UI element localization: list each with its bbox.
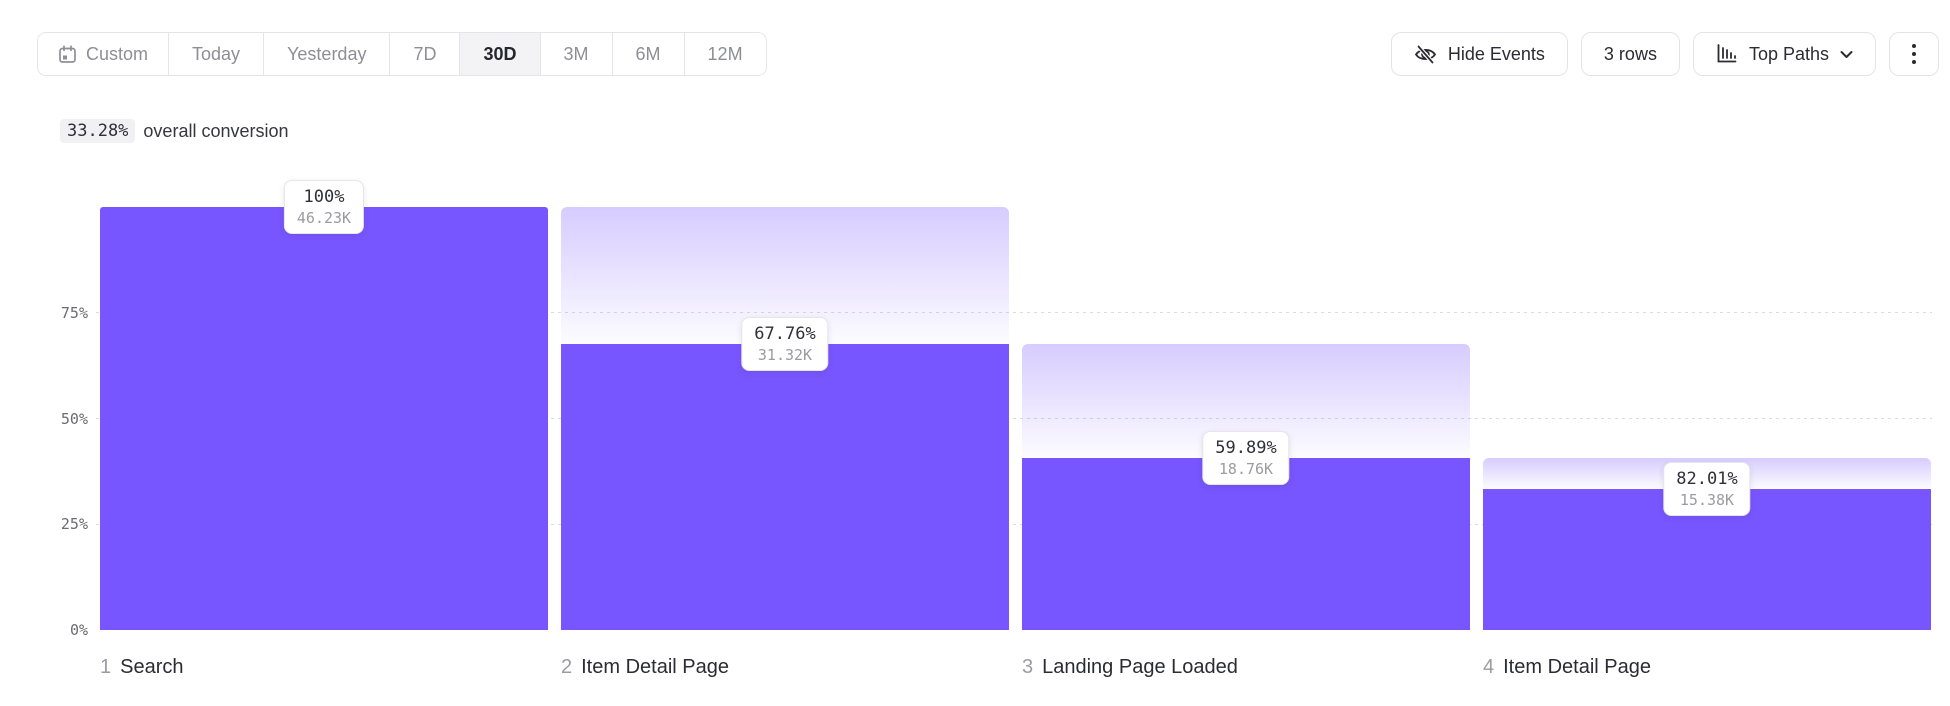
step-count-value: 31.32K [757,345,813,364]
funnel-bar[interactable] [561,343,1009,630]
date-range-label: 30D [483,43,517,64]
date-range-label: 12M [707,43,743,64]
step-name: Item Detail Page [1503,656,1651,678]
date-range-yesterday[interactable]: Yesterday [263,33,390,75]
funnel-step-column-3: 59.89% 18.76K [1022,207,1470,630]
step-conversion-value: 67.76% [754,323,816,344]
step-label-2[interactable]: 2 Item Detail Page [561,655,1009,679]
date-range-30d[interactable]: 30D [459,33,540,75]
eye-off-icon [1414,43,1437,66]
funnel-chart: 100% 46.23K 67.76% 31.32K 59.89% 18.76K … [100,180,1931,630]
funnel-step-labels: 1 Search 2 Item Detail Page 3 Landing Page … [100,655,1931,679]
step-conversion-value: 82.01% [1676,469,1738,490]
step-count-value: 15.38K [1679,491,1735,510]
funnel-value-tooltip: 82.01% 15.38K [1663,462,1751,517]
date-range-3m[interactable]: 3M [539,33,612,75]
rows-button[interactable]: 3 rows [1580,32,1680,76]
overall-conversion-summary: 33.28% overall conversion [60,119,289,143]
date-range-label: Yesterday [287,43,367,64]
step-number: 4 [1483,656,1495,678]
step-count-value: 18.76K [1218,460,1274,479]
step-label-4[interactable]: 4 Item Detail Page [1483,655,1931,679]
toolbar-actions: Hide Events 3 rows Top Paths [1390,32,1939,76]
funnel-value-tooltip: 100% 46.23K [283,180,365,234]
gridline-50 [96,418,1932,419]
date-range-label: 6M [635,43,661,64]
step-number: 3 [1022,656,1034,678]
date-range-12m[interactable]: 12M [683,33,766,75]
step-label-3[interactable]: 3 Landing Page Loaded [1022,655,1470,679]
step-name: Search [120,656,184,678]
step-number: 1 [100,656,112,678]
hide-events-label: Hide Events [1447,43,1545,64]
funnel-value-tooltip: 67.76% 31.32K [741,316,829,371]
step-conversion-value: 59.89% [1215,438,1277,459]
bar-chart-icon [1716,44,1738,64]
funnel-step-column-4: 82.01% 15.38K [1483,207,1931,630]
step-label-1[interactable]: 1 Search [100,655,548,679]
step-conversion-value: 100% [303,187,345,207]
step-name: Landing Page Loaded [1042,656,1238,678]
top-paths-label: Top Paths [1748,43,1829,64]
hide-events-button[interactable]: Hide Events [1390,32,1568,76]
date-range-picker: Custom Today Yesterday 7D 30D 3M 6M 12M [37,32,767,76]
gridline-25 [96,524,1932,525]
date-range-label: 7D [413,43,437,64]
date-range-7d[interactable]: 7D [389,33,460,75]
funnel-value-tooltip: 59.89% 18.76K [1202,431,1290,486]
rows-label: 3 rows [1603,43,1657,64]
date-range-label: Custom [86,43,149,64]
step-name: Item Detail Page [581,656,729,678]
funnel-step-column-2: 67.76% 31.32K [561,207,1009,630]
step-number: 2 [561,656,573,678]
step-count-value: 46.23K [296,209,352,227]
funnel-step-column-1: 100% 46.23K [100,180,548,630]
funnel-bar[interactable] [100,207,548,630]
top-paths-dropdown[interactable]: Top Paths [1692,32,1876,76]
date-range-6m[interactable]: 6M [611,33,684,75]
date-range-label: 3M [563,43,589,64]
overall-conversion-label: overall conversion [143,120,289,141]
date-range-label: Today [192,43,241,64]
funnel-bar[interactable] [1022,458,1470,630]
more-options-button[interactable] [1889,32,1939,76]
y-axis-tick: 75% [60,304,88,322]
gridline-75 [96,312,1932,313]
date-range-custom[interactable]: Custom [38,33,169,75]
calendar-icon [58,44,77,64]
chevron-down-icon [1840,50,1853,59]
y-axis-tick: 25% [60,515,88,533]
y-axis-tick: 50% [60,410,88,428]
kebab-menu-icon [1912,44,1916,64]
date-range-today[interactable]: Today [168,33,264,75]
y-axis-tick: 0% [69,621,88,639]
overall-conversion-value: 33.28% [60,119,136,143]
